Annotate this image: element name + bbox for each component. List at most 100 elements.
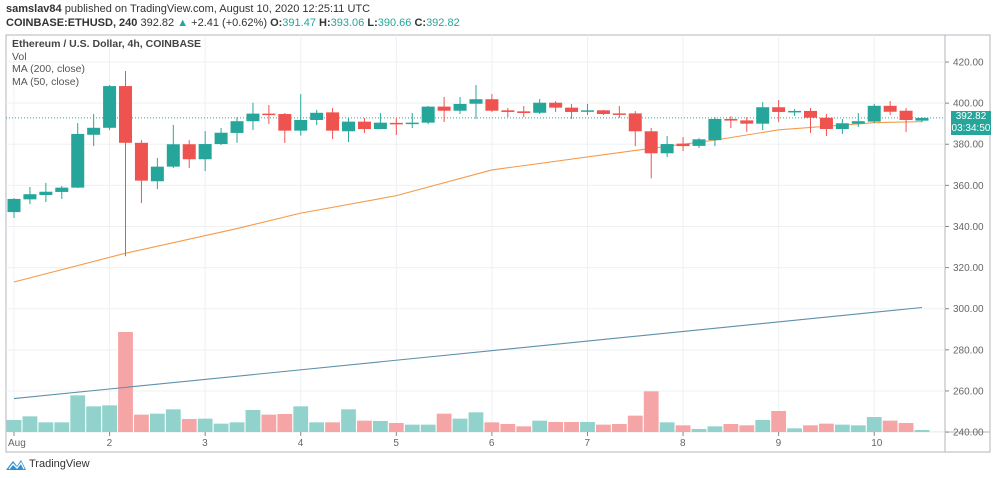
y-tick-label: 340.00 [953, 222, 984, 233]
y-tick-label: 320.00 [953, 263, 984, 274]
low-label: L: [367, 17, 378, 29]
published-text: published on TradingView.com, August 10,… [64, 3, 371, 15]
volume-bar [6, 420, 22, 432]
candle-up [230, 121, 244, 133]
candle-down [804, 110, 817, 118]
candle-up [55, 187, 69, 192]
candle-down [628, 113, 642, 132]
candle-up [708, 118, 722, 141]
legend-ma50[interactable]: MA (50, close) [12, 75, 80, 88]
volume-bar [819, 423, 834, 432]
x-tick-label: 6 [489, 438, 495, 449]
y-tick-label: 280.00 [953, 345, 984, 356]
volume-bar [850, 425, 866, 432]
y-tick-label: 360.00 [953, 181, 984, 192]
candle-up [867, 105, 881, 122]
volume-bar [866, 417, 882, 432]
volume-bar [181, 419, 197, 432]
volume-bar [452, 418, 468, 432]
brand: TradingView [29, 458, 90, 470]
volume-bar [834, 424, 850, 432]
volume-bar [755, 420, 771, 432]
countdown-label: 03:34:50 [951, 123, 991, 135]
candle-down [437, 106, 451, 111]
volume-bar [149, 413, 165, 432]
volume-bar [596, 424, 611, 432]
candle-down [278, 114, 292, 131]
candle-down [501, 110, 515, 112]
volume-bar [771, 411, 787, 432]
candle-up [756, 107, 770, 124]
y-tick-label: 400.00 [953, 99, 984, 110]
candle-down [134, 142, 148, 181]
x-tick-label: 2 [107, 438, 113, 449]
volume-bar [277, 414, 293, 432]
candle-down [740, 120, 754, 124]
candle-down [119, 86, 133, 143]
volume-bar [484, 422, 500, 432]
close-label: C: [414, 17, 427, 29]
candle-up [660, 144, 674, 154]
candle-up [150, 166, 164, 182]
y-tick-label: 380.00 [953, 140, 984, 151]
chart-frame [5, 34, 991, 453]
volume-bar [675, 425, 691, 432]
candle-down [182, 144, 196, 160]
candle-up [788, 110, 802, 113]
volume-bar [643, 391, 659, 432]
candle-up [533, 102, 547, 113]
candle-down [549, 102, 563, 108]
x-tick-label: 8 [680, 438, 686, 449]
candle-down [724, 118, 738, 121]
volume-bar [436, 413, 452, 432]
tradingview-logo[interactable]: TradingView [6, 458, 90, 470]
volume-bar [102, 405, 117, 432]
volume-bar [86, 406, 102, 432]
volume-bar [898, 423, 914, 432]
volume-bar [404, 424, 420, 432]
candle-down [883, 105, 897, 112]
last-price-label: 392.82 [951, 111, 991, 123]
x-tick-label: Aug [8, 438, 26, 449]
volume-bar [627, 415, 643, 432]
candle-down [565, 107, 579, 112]
candle-up [23, 194, 37, 200]
volume-bar [564, 422, 579, 432]
legend-ma200[interactable]: MA (200, close) [12, 63, 85, 75]
author[interactable]: samslav84 [6, 3, 62, 15]
candle-down [517, 111, 531, 113]
x-tick-label: 7 [584, 438, 590, 449]
candle-down [262, 113, 276, 116]
candle-up [692, 139, 706, 146]
volume-bar [500, 424, 516, 432]
candle-up [214, 132, 228, 145]
y-tick-label: 420.00 [953, 58, 984, 69]
symbol-info: COINBASE:ETHUSD, 240 392.82 ▲ +2.41 (+0.… [6, 17, 460, 29]
candle-down [389, 122, 403, 125]
candle-up [373, 122, 387, 130]
candle-down [899, 110, 913, 120]
candle-up [294, 119, 308, 131]
candle-up [103, 86, 117, 128]
candle-down [612, 113, 626, 115]
volume-bar [325, 422, 340, 432]
volume-bar [468, 412, 484, 432]
candle-up [453, 103, 467, 111]
volume-bar [165, 409, 181, 432]
volume-bar [803, 425, 818, 432]
x-tick-label: 3 [202, 438, 208, 449]
candle-up [421, 106, 435, 123]
tradingview-logo-icon [6, 460, 26, 470]
volume-bar [372, 421, 388, 432]
y-tick-label: 300.00 [953, 304, 984, 315]
candle-down [485, 99, 499, 111]
open-label: O: [270, 17, 283, 29]
close-value: 392.82 [426, 17, 460, 29]
legend-vol[interactable]: Vol [12, 50, 27, 63]
candle-up [405, 122, 419, 125]
candle-up [310, 112, 324, 120]
volume-bar [213, 423, 229, 432]
volume-bar [54, 422, 70, 432]
publish-info: samslav84 published on TradingView.com, … [6, 3, 370, 15]
